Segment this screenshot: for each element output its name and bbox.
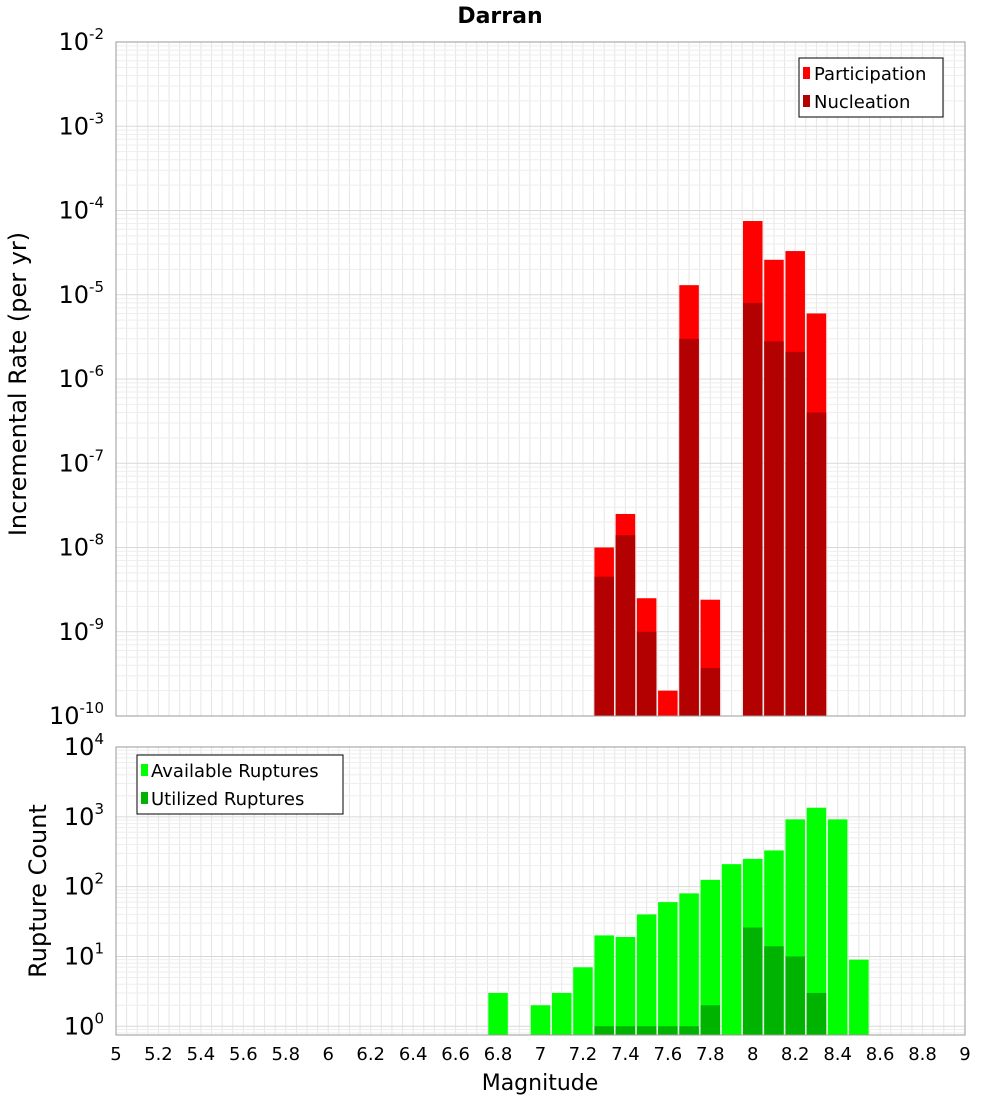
rate-legend: Participation Nucleation (798, 57, 944, 118)
x-axis-label: Magnitude (482, 1071, 599, 1096)
available-bar (530, 1005, 551, 1035)
y-tick-label: 10-6 (58, 362, 104, 393)
available-bar (573, 967, 593, 1035)
available-bar (594, 935, 614, 1035)
y-tick-label: 10-5 (58, 278, 104, 309)
x-tick-label: 5.8 (271, 1044, 300, 1065)
nucleation-bar (742, 302, 763, 716)
x-tick-label: 8.4 (823, 1044, 852, 1065)
participation-swatch (803, 67, 810, 79)
available-bar (488, 992, 508, 1035)
available-bar (615, 936, 636, 1035)
rate-grid (115, 41, 966, 717)
y-tick-label: 100 (64, 1009, 104, 1040)
available-bar (806, 807, 827, 1035)
nucleation-swatch (803, 95, 810, 107)
x-tick-label: 8.6 (866, 1044, 895, 1065)
available-bar (658, 902, 678, 1035)
utilized-bar (594, 1026, 614, 1035)
x-tick-label: 5 (110, 1044, 121, 1065)
y-tick-label: 10-4 (58, 194, 104, 225)
nucleation-bar (806, 412, 827, 716)
x-tick-label: 6.6 (441, 1044, 470, 1065)
available-bar (551, 992, 572, 1035)
x-tick-label: 7.2 (569, 1044, 598, 1065)
x-tick-label: 7.6 (654, 1044, 683, 1065)
count-y-ticks: 100 101 102 103 104 (64, 730, 104, 1040)
x-tick-label: 6 (323, 1044, 334, 1065)
available-bar (827, 819, 848, 1035)
nucleation-legend-label: Nucleation (814, 92, 910, 113)
x-tick-label: 8.2 (781, 1044, 810, 1065)
x-tick-label: 8.8 (908, 1044, 937, 1065)
utilized-legend-label: Utilized Ruptures (151, 789, 304, 810)
available-bar (721, 864, 742, 1035)
utilized-bar (658, 1026, 678, 1035)
x-tick-label: 7.4 (611, 1044, 640, 1065)
count-plot-frame (115, 746, 966, 1036)
utilized-bar (806, 992, 827, 1035)
available-bar (849, 959, 869, 1035)
nucleation-bar (679, 338, 699, 716)
y-tick-label: 10-7 (58, 446, 104, 477)
count-y-axis-label: Rupture Count (24, 804, 52, 978)
utilized-bars (594, 927, 827, 1035)
x-tick-label: 8 (747, 1044, 758, 1065)
y-tick-label: 10-10 (49, 699, 104, 730)
available-swatch (141, 764, 148, 776)
utilized-bar (700, 1005, 721, 1035)
nucleation-bar (636, 631, 657, 716)
rate-plot-frame (115, 41, 966, 717)
nucleation-bar (615, 535, 636, 716)
participation-bar (658, 690, 678, 716)
nucleation-bar (700, 668, 721, 716)
available-bar (679, 893, 699, 1035)
x-tick-label: 6.8 (484, 1044, 513, 1065)
utilized-bar (679, 1026, 699, 1035)
x-tick-label: 9 (959, 1044, 970, 1065)
nucleation-bars (594, 302, 827, 716)
utilized-bar (636, 1026, 657, 1035)
nucleation-bar (764, 341, 784, 716)
y-tick-label: 104 (64, 730, 104, 761)
participation-legend-label: Participation (814, 64, 926, 85)
nucleation-bar (785, 351, 805, 716)
y-tick-label: 102 (64, 870, 104, 901)
x-tick-label: 5.6 (229, 1044, 258, 1065)
available-bar (636, 914, 657, 1035)
count-legend-box (136, 754, 344, 815)
x-tick-label: 6.4 (399, 1044, 428, 1065)
nucleation-bar (594, 576, 614, 716)
rate-y-axis-label: Incremental Rate (per yr) (4, 232, 32, 536)
y-tick-label: 101 (64, 939, 104, 970)
y-tick-label: 10-9 (58, 615, 104, 646)
count-panel: 100 101 102 103 104 5 5.2 5.4 5.6 5.8 6 6.2 6.4 6.6 6… (24, 730, 971, 1096)
rate-legend-box (798, 57, 944, 118)
y-tick-label: 10-3 (58, 109, 104, 140)
utilized-bar (785, 956, 805, 1035)
x-ticks: 5 5.2 5.4 5.6 5.8 6 6.2 6.4 6.6 6.8 7 7.2 7.4 7.6 7.8 8… (110, 1044, 970, 1065)
count-legend: Available Ruptures Utilized Ruptures (136, 754, 344, 815)
utilized-bar (615, 1026, 636, 1035)
available-bar (700, 879, 721, 1035)
x-tick-label: 5.2 (144, 1044, 173, 1065)
rate-y-ticks: 10-10 10-9 10-8 10-7 10-6 10-5 10-4 10-3 10-2 (49, 25, 104, 730)
x-tick-label: 6.2 (356, 1044, 385, 1065)
x-tick-label: 5.4 (187, 1044, 216, 1065)
utilized-bar (742, 927, 763, 1035)
rate-panel: 10-10 10-9 10-8 10-7 10-6 10-5 10-4 10-3 10-2 In… (4, 25, 966, 730)
x-tick-label: 7.8 (696, 1044, 725, 1065)
y-tick-label: 103 (64, 800, 104, 831)
utilized-swatch (141, 792, 148, 804)
y-tick-label: 10-2 (58, 25, 104, 56)
utilized-bar (764, 946, 784, 1035)
available-legend-label: Available Ruptures (151, 761, 319, 782)
y-tick-label: 10-8 (58, 531, 104, 562)
available-bars (488, 807, 869, 1035)
x-tick-label: 7 (535, 1044, 546, 1065)
chart-title: Darran (457, 4, 542, 29)
